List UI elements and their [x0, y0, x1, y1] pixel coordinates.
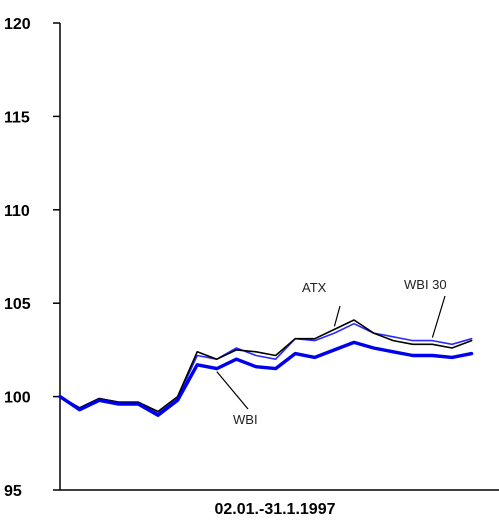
- x-axis-label: 02.01.-31.1.1997: [215, 501, 336, 518]
- y-tick-label: 95: [4, 483, 22, 500]
- series-line-wbi: [58, 340, 474, 417]
- annotation-leader: [431, 295, 446, 338]
- series-layer: [58, 319, 474, 417]
- annotation-label: WBI: [233, 412, 258, 427]
- y-tick-label: 115: [4, 109, 30, 126]
- y-axis: 95 100 105 110 115 120: [4, 16, 499, 500]
- annotation-label: ATX: [302, 280, 327, 295]
- y-tick-label: 110: [4, 203, 30, 220]
- annotation-leader: [216, 371, 249, 410]
- series-line-atx: [59, 319, 473, 413]
- y-tick-label: 120: [4, 16, 31, 33]
- y-tick-label: 105: [4, 296, 31, 313]
- annotation-label: WBI 30: [404, 277, 447, 292]
- annotation-leader: [333, 305, 341, 327]
- y-tick-label: 100: [4, 390, 31, 407]
- annotation-layer: ATX WBI 30 WBI: [216, 277, 447, 427]
